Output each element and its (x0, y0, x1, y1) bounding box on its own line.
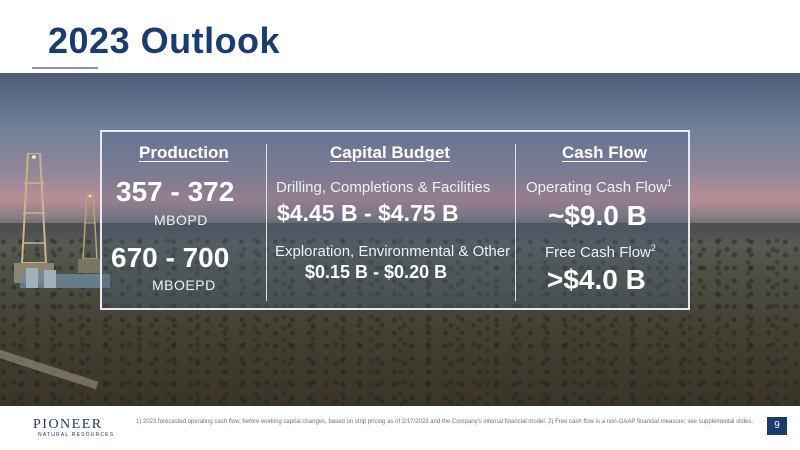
free-cash-flow-value: >$4.0 B (547, 264, 646, 295)
column-divider-2 (515, 144, 516, 301)
footnote-text: 1) 2023 forecasted operating cash flow, … (136, 419, 754, 425)
column-divider-1 (266, 144, 267, 301)
production-total-range: 670 - 700 (111, 242, 230, 273)
title-underline-rule (32, 67, 98, 69)
slide-title: 2023 Outlook (48, 20, 281, 61)
page-number-badge: 9 (767, 417, 787, 435)
drilling-rig-icon (14, 153, 54, 283)
background-photo-oilfield (0, 73, 800, 406)
capital-other-label: Exploration, Environmental & Other (275, 243, 511, 260)
operating-cash-flow-label: Operating Cash Flow1 (526, 178, 672, 197)
outlook-panel (100, 130, 690, 310)
cash-flow-header: Cash Flow (562, 143, 648, 162)
production-oil-unit: MBOPD (154, 212, 208, 228)
production-oil-range: 357 - 372 (116, 176, 235, 207)
tank-battery-icon (20, 268, 110, 288)
footer-bar (0, 406, 800, 450)
company-logo-subtitle: NATURAL RESOURCES (38, 432, 115, 438)
free-cash-flow-label: Free Cash Flow2 (545, 243, 656, 262)
capital-budget-header: Capital Budget (330, 143, 450, 162)
capital-other-value: $0.15 B - $0.20 B (305, 262, 448, 282)
company-logo: PIONEER (33, 417, 103, 432)
capital-dcf-value: $4.45 B - $4.75 B (277, 200, 459, 226)
capital-dcf-label: Drilling, Completions & Facilities (276, 179, 491, 196)
distant-rig-icon (78, 193, 102, 273)
shrubland-texture (0, 238, 800, 406)
production-total-unit: MBOEPD (152, 277, 216, 293)
production-header: Production (139, 143, 229, 162)
operating-cash-flow-value: ~$9.0 B (548, 200, 647, 231)
horizon-haze (0, 223, 800, 243)
